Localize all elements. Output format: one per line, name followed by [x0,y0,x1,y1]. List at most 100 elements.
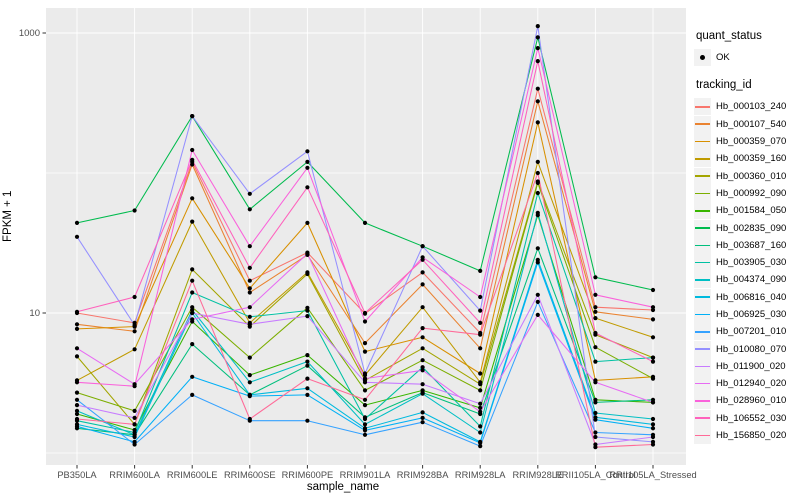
line-swatch-icon [695,296,710,298]
data-point [535,159,540,164]
line-swatch-icon [695,227,710,229]
data-point [247,290,252,295]
legend-item-Hb_000359_160: Hb_000359_160 [694,150,800,168]
data-point [535,180,540,185]
legend-key-box [694,427,711,445]
data-point [593,380,598,385]
data-point [247,322,252,327]
data-point [593,275,598,280]
legend-item-label: Hb_000360_010 [716,170,787,182]
data-point [74,408,80,413]
data-point [132,384,137,389]
legend-item-Hb_002835_090: Hb_002835_090 [694,219,800,237]
data-point [593,309,598,314]
data-point [420,410,425,415]
legend-item-label: Hb_007201_010 [716,326,787,338]
data-point [190,162,195,167]
data-point [362,416,368,422]
data-point [305,359,310,364]
data-point [650,422,656,427]
line-swatch-icon [695,175,710,177]
data-point [362,371,368,376]
data-point [74,326,80,331]
data-point [535,170,540,176]
data-point [190,157,195,162]
legend-item-Hb_001584_050: Hb_001584_050 [694,202,800,220]
data-point [305,308,310,313]
data-point [593,417,598,422]
data-point [132,329,137,334]
legend: quant_status OK tracking_id Hb_000103_24… [694,30,800,445]
x-tick-label: RRII105LA_Stressed [609,470,696,480]
data-point [593,410,598,416]
y-tick-label: 1000 [19,28,40,39]
data-point [535,246,540,251]
data-point [478,401,483,406]
legend-item-Hb_011900_020: Hb_011900_020 [694,357,800,375]
data-point [593,345,598,350]
legend-item-label: Hb_000992_090 [716,187,787,199]
x-tick-label: RRIM600LA [109,470,160,480]
data-point [132,422,137,427]
data-point [420,382,425,387]
data-point [420,305,425,310]
data-point [132,208,137,213]
legend-item-Hb_006925_030: Hb_006925_030 [694,306,800,323]
data-point [247,244,252,249]
legend-item-label: Hb_006816_040 [716,291,787,303]
data-point [420,282,425,287]
data-point [74,354,80,359]
legend-item-Hb_028960_010: Hb_028960_010 [694,392,800,410]
legend-key-box [694,271,711,289]
data-point [190,114,195,119]
data-point [247,305,252,310]
data-point [305,386,310,391]
data-point [247,278,252,283]
data-point [535,46,540,51]
data-point [247,265,252,270]
line-swatch-icon [695,434,710,437]
data-point [478,294,483,300]
data-point [132,408,137,413]
data-point [74,424,80,429]
data-point [650,317,656,322]
legend-item-label: Hb_003687_160 [716,239,787,251]
data-point [362,397,368,402]
data-point [478,308,483,313]
data-point [74,403,80,408]
x-tick-label: RRIM928BA [397,470,449,480]
legend-key-box [694,150,711,168]
data-point [420,326,425,331]
data-point [305,251,310,256]
legend-key-box [694,184,711,202]
data-point [535,260,540,265]
x-tick-label: RRIM600PE [282,470,334,480]
legend-key-box [694,306,711,323]
data-point [478,440,483,445]
data-point [650,335,656,340]
x-tick-label: RRII105LA_Control [555,470,636,480]
data-point [593,430,598,435]
data-point [190,310,195,316]
data-point [362,428,368,433]
data-point [420,365,425,370]
data-point [362,341,368,346]
line-swatch-icon [695,417,710,420]
data-point [190,267,195,272]
data-point [420,257,425,262]
legend-quant-status-title: quant_status [696,30,762,42]
x-tick-label: RRIM928LE [512,470,563,480]
legend-key-box [694,49,711,67]
data-point [478,320,483,325]
data-point [650,359,656,364]
data-point [132,434,137,440]
data-point [650,434,656,440]
data-point [478,332,483,337]
line-swatch-icon [695,331,710,333]
data-point [535,35,540,40]
data-point [535,190,540,196]
data-point [305,418,310,423]
data-point [362,388,368,393]
data-point [305,149,310,154]
legend-tracking-id-title: tracking_id [696,79,752,92]
